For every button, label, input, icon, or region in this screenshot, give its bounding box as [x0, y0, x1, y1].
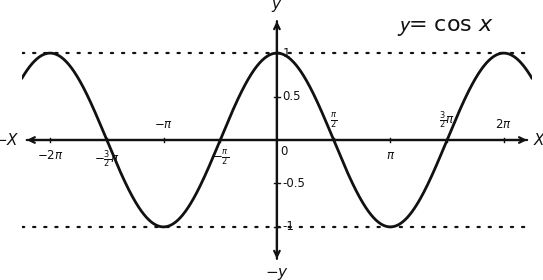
Text: -0.5: -0.5: [282, 177, 306, 190]
Text: $-X$: $-X$: [0, 132, 20, 148]
Text: $\mathcal{y}$= cos $\mathit{x}$: $\mathcal{y}$= cos $\mathit{x}$: [397, 17, 494, 38]
Text: 0: 0: [280, 145, 288, 158]
Text: $2\pi$: $2\pi$: [495, 118, 512, 131]
Text: $-2\pi$: $-2\pi$: [37, 149, 64, 162]
Text: $-\frac{3}{2}\pi$: $-\frac{3}{2}\pi$: [94, 149, 119, 170]
Text: 1: 1: [282, 46, 290, 60]
Text: $\frac{3}{2}\pi$: $\frac{3}{2}\pi$: [439, 110, 455, 131]
Text: $\frac{\pi}{2}$: $\frac{\pi}{2}$: [330, 112, 337, 131]
Text: $\pi$: $\pi$: [386, 149, 395, 162]
Text: 0.5: 0.5: [282, 90, 301, 103]
Text: -1: -1: [282, 220, 294, 234]
Text: $y$: $y$: [271, 0, 283, 14]
Text: $-y$: $-y$: [265, 266, 289, 280]
Text: $X$: $X$: [533, 132, 543, 148]
Text: $-\frac{\pi}{2}$: $-\frac{\pi}{2}$: [212, 149, 229, 168]
Text: $-\pi$: $-\pi$: [154, 118, 173, 131]
